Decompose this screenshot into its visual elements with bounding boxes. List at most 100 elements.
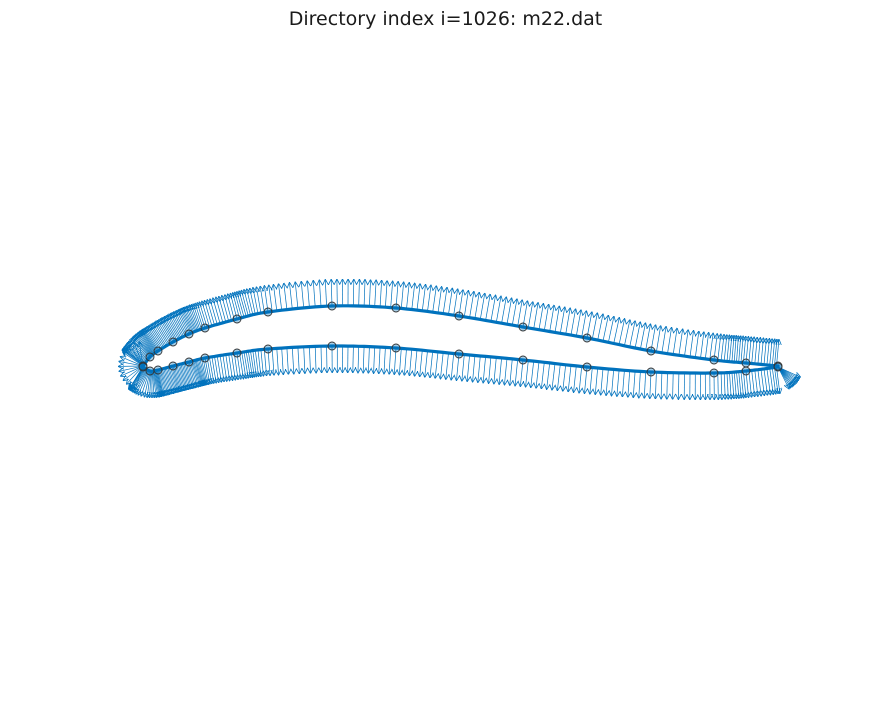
normal-vector-arrow [565,309,570,335]
control-point-marker [184,329,194,339]
normal-vector-arrow [490,296,496,322]
normal-vector-arrow [752,338,754,364]
normal-vector-arrow [298,347,299,373]
control-point-marker [168,337,178,347]
normal-vector-arrow [741,337,743,363]
normal-vector-arrow [678,372,679,399]
normal-vector-arrow [526,360,529,387]
normal-vector-arrow [163,368,171,394]
control-point-marker [391,303,401,313]
normal-vector-arrow [225,295,232,321]
normal-vector-arrow [536,361,539,388]
normal-vector-arrow [601,368,603,395]
normal-vector-arrow [575,311,581,337]
normal-vector-arrow [321,346,322,372]
normal-vector-arrow [478,355,480,382]
normal-vector-arrow [257,288,262,314]
normal-vector-arrow [469,292,474,318]
normal-vector-arrow [734,372,736,398]
normal-vector-arrow [718,335,721,361]
normal-vector-arrow [474,293,479,319]
normal-vector-arrow [770,339,772,366]
normal-vector-arrow [290,283,293,310]
normal-vector-arrow [661,327,666,353]
control-points [138,301,783,378]
normal-vector-arrow [730,372,732,399]
normal-vector-arrow [737,336,739,363]
normal-vector-arrow [724,335,727,362]
normal-vector-arrow [749,337,751,364]
normal-vector-arrow [353,346,354,372]
normal-vector-arrow [375,281,376,307]
normal-vector-arrow [307,282,309,308]
normal-vector-arrow [767,339,770,366]
normal-vector-arrow [547,362,550,389]
normal-vector-arrow [612,369,614,395]
normal-vector-arrow [417,284,420,311]
normal-vector-arrow [313,281,315,307]
normal-vector-arrow [574,365,577,392]
control-point-marker [741,358,751,368]
normal-vector-arrow [399,348,401,374]
control-point-marker [200,353,210,363]
normal-vector-arrow [709,334,713,360]
normal-vector-arrow [325,280,326,307]
normal-vector-arrow [515,359,518,386]
normal-vector-arrow [183,309,193,333]
normal-vector-arrow [760,369,764,395]
normal-vector-arrow [410,349,412,375]
normal-vector-arrow [772,340,774,366]
normal-vector-arrow [243,351,248,378]
normal-vector-arrow [277,348,279,374]
normal-vector-arrow [506,299,512,325]
normal-vector-arrow [617,369,619,396]
normal-vector-arrow [655,372,656,398]
normal-vector-arrow [501,298,507,324]
normal-vector-arrow [467,354,469,381]
normal-vector-arrow [448,289,453,315]
normal-vector-arrow [694,332,699,358]
normal-vector-arrow [181,309,192,334]
normal-vector-arrow [618,319,624,345]
normal-vector-arrow [678,330,683,356]
normal-vector-arrow [358,346,359,372]
normal-vector-arrow [672,329,677,355]
control-point-marker [168,361,178,371]
normal-vector-arrow [441,352,444,378]
normal-vector-arrow [363,346,364,372]
normal-vector-arrow [538,304,543,330]
control-point-marker [153,346,163,356]
normal-vector-arrow [591,314,597,340]
normal-vector-arrow [758,338,760,365]
control-point-marker [454,311,464,321]
normal-vector-arrow [219,297,227,323]
normal-vector-arrow [667,372,668,399]
normal-vector-arrow [684,330,689,357]
normal-vector-arrow [755,338,757,364]
normal-vector-arrow [425,350,428,377]
normal-vector-arrow [209,357,213,383]
control-point-marker [232,348,242,358]
normal-vector-arrow [247,351,252,377]
normal-vector-arrow [622,370,624,396]
normal-vector-arrow [282,348,284,374]
normal-vector-arrow [315,346,316,372]
normal-vector-arrow [645,325,651,351]
normal-vector-arrow [606,368,608,395]
normal-vector-arrow [633,371,635,397]
normal-vector-arrow [543,305,548,331]
normal-vector-arrow [673,372,674,399]
normal-vector-arrow [463,291,468,317]
normal-vector-arrow [639,371,641,397]
figure-title: Directory index i=1026: m22.dat [288,8,603,30]
normal-vector-arrow [761,339,763,365]
normal-vector-arrow [739,337,741,363]
control-point-marker [773,362,783,372]
normal-vector-arrow [511,300,517,326]
normal-vector-arrow [479,294,484,320]
normal-vector-arrow [245,351,250,378]
control-point-marker [138,362,148,372]
normal-vector-arrow [557,364,560,390]
normal-vector-arrow [407,283,410,310]
